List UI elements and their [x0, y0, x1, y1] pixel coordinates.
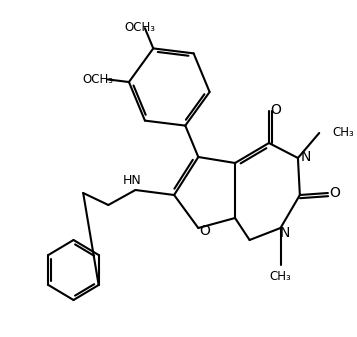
Text: CH₃: CH₃: [270, 270, 291, 282]
Text: N: N: [301, 150, 311, 164]
Text: OCH₃: OCH₃: [125, 21, 156, 34]
Text: N: N: [279, 226, 290, 240]
Text: O: O: [329, 186, 340, 200]
Text: O: O: [270, 103, 281, 117]
Text: O: O: [200, 224, 211, 238]
Text: HN: HN: [123, 175, 142, 187]
Text: CH₃: CH₃: [333, 125, 355, 139]
Text: OCH₃: OCH₃: [83, 73, 114, 86]
